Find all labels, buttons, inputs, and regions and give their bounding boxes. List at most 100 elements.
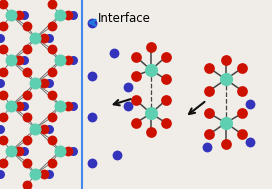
- Point: [58, 104, 62, 107]
- Point: [90, 21, 95, 24]
- Point: [1, 48, 5, 51]
- Point: [134, 55, 138, 58]
- Point: [240, 89, 244, 92]
- Point: [50, 70, 54, 73]
- Point: [25, 184, 29, 187]
- Point: [25, 138, 29, 141]
- Point: [224, 78, 228, 81]
- Point: [71, 59, 76, 62]
- Point: [1, 93, 5, 96]
- Point: [134, 121, 138, 124]
- Point: [66, 59, 70, 62]
- Point: [248, 102, 252, 105]
- Point: [207, 89, 212, 92]
- Point: [224, 59, 228, 62]
- Point: [50, 48, 54, 51]
- Point: [149, 112, 153, 115]
- Point: [25, 70, 29, 73]
- Point: [164, 78, 168, 81]
- Point: [50, 2, 54, 5]
- Point: [205, 146, 209, 149]
- Point: [164, 99, 168, 102]
- Point: [207, 67, 212, 70]
- Point: [1, 2, 5, 5]
- Point: [9, 14, 13, 17]
- Point: [1, 161, 5, 164]
- Point: [126, 104, 130, 107]
- Point: [1, 138, 5, 141]
- Point: [90, 74, 95, 77]
- Point: [33, 127, 38, 130]
- Point: [134, 74, 138, 77]
- Point: [58, 59, 62, 62]
- Point: [50, 116, 54, 119]
- Point: [0, 172, 2, 175]
- Point: [1, 116, 5, 119]
- Point: [47, 36, 51, 39]
- Point: [9, 59, 13, 62]
- Point: [207, 112, 212, 115]
- Point: [22, 59, 27, 62]
- Point: [240, 133, 244, 136]
- Point: [17, 104, 21, 107]
- Point: [50, 25, 54, 28]
- Point: [33, 172, 38, 175]
- Point: [25, 161, 29, 164]
- Point: [33, 36, 38, 39]
- Point: [58, 150, 62, 153]
- Point: [58, 14, 62, 17]
- Point: [25, 93, 29, 96]
- Point: [0, 127, 2, 130]
- Point: [240, 112, 244, 115]
- Point: [33, 82, 38, 85]
- Point: [0, 82, 2, 85]
- Point: [50, 93, 54, 96]
- Point: [164, 121, 168, 124]
- Point: [47, 172, 51, 175]
- Point: [41, 36, 46, 39]
- Point: [207, 133, 212, 136]
- Text: Interface: Interface: [98, 12, 151, 25]
- Point: [115, 153, 119, 156]
- Point: [224, 142, 228, 145]
- Point: [47, 127, 51, 130]
- Point: [17, 150, 21, 153]
- Point: [71, 150, 76, 153]
- Point: [25, 48, 29, 51]
- Point: [112, 51, 116, 54]
- Point: [17, 59, 21, 62]
- Point: [47, 82, 51, 85]
- Point: [41, 172, 46, 175]
- Point: [22, 150, 27, 153]
- Point: [71, 104, 76, 107]
- Point: [66, 150, 70, 153]
- Point: [66, 104, 70, 107]
- Point: [66, 14, 70, 17]
- Point: [0, 36, 2, 39]
- Point: [71, 14, 76, 17]
- Point: [224, 121, 228, 124]
- Point: [149, 131, 153, 134]
- Point: [90, 161, 95, 164]
- Point: [1, 70, 5, 73]
- Point: [240, 67, 244, 70]
- Point: [134, 99, 138, 102]
- Point: [17, 14, 21, 17]
- Point: [1, 25, 5, 28]
- Point: [149, 68, 153, 71]
- Point: [126, 85, 130, 88]
- Point: [248, 140, 252, 143]
- Point: [9, 104, 13, 107]
- Point: [90, 116, 95, 119]
- Point: [25, 25, 29, 28]
- Point: [50, 161, 54, 164]
- Point: [9, 150, 13, 153]
- Point: [164, 55, 168, 58]
- Point: [41, 82, 46, 85]
- Point: [149, 46, 153, 49]
- Point: [22, 104, 27, 107]
- Point: [41, 127, 46, 130]
- Point: [25, 116, 29, 119]
- Point: [50, 138, 54, 141]
- Point: [22, 14, 27, 17]
